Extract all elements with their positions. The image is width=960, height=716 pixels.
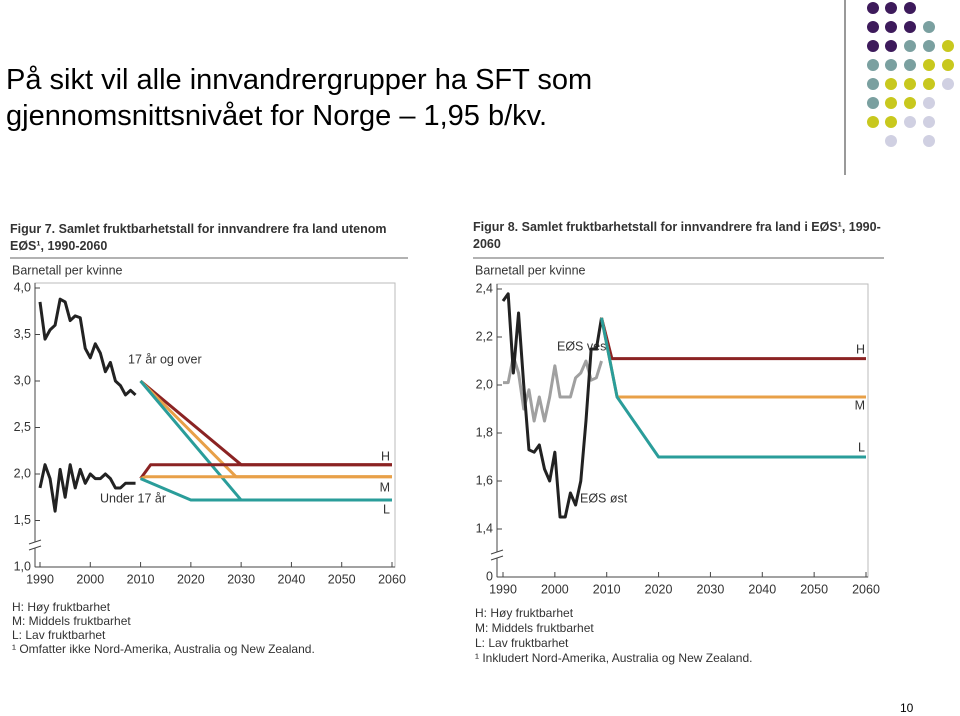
series-label: L: [383, 502, 390, 516]
x-tick-label: 2040: [278, 572, 306, 586]
series-label: Under 17 år: [100, 491, 166, 505]
series-label: M: [855, 398, 865, 412]
series-label: L: [858, 440, 865, 454]
series-line: [139, 463, 392, 480]
series-line: [600, 317, 866, 459]
series-line: [501, 292, 604, 519]
y-tick-label: 2,0: [14, 466, 31, 480]
decorative-dots: [844, 0, 954, 175]
axis-break-mark: [28, 539, 42, 545]
axis-break-mark: [490, 549, 504, 555]
page-number: 10: [900, 701, 914, 715]
y-tick-label: 2,2: [476, 329, 493, 343]
series-line: [139, 379, 392, 479]
series-label: EØS øst: [580, 491, 628, 505]
footnote: H: Høy fruktbarhet: [475, 606, 574, 620]
x-tick-label: 2060: [852, 582, 880, 596]
x-tick-label: 2030: [697, 582, 725, 596]
series-label: H: [381, 449, 390, 463]
y-tick-label: 2,5: [14, 420, 31, 434]
series-line: [139, 477, 392, 502]
axis-break-gap: [491, 552, 503, 558]
footnote: ¹ Inkludert Nord-Amerika, Australia og N…: [475, 651, 753, 665]
y-tick-label: 1,4: [476, 521, 493, 535]
y-break-label: 0: [486, 569, 493, 583]
series-label: M: [380, 480, 390, 494]
series-line: [600, 317, 866, 361]
series-label: 17 år og over: [128, 352, 202, 366]
axis-break-mark: [28, 545, 42, 551]
axis-break-mark: [490, 555, 504, 561]
footnote: H: Høy fruktbarhet: [12, 600, 111, 614]
x-tick-label: 1990: [26, 572, 54, 586]
y-tick-label: 4,0: [14, 280, 31, 294]
footnote: ¹ Omfatter ikke Nord-Amerika, Australia …: [12, 642, 315, 656]
x-tick-label: 2040: [748, 582, 776, 596]
figure-title: Figur 8. Samlet fruktbarhetstall for inn…: [473, 220, 881, 251]
x-tick-label: 2000: [541, 582, 569, 596]
figure-title: Figur 7. Samlet fruktbarhetstall for inn…: [10, 222, 387, 253]
series-line: [139, 380, 392, 502]
x-tick-label: 2010: [593, 582, 621, 596]
x-tick-label: 2050: [328, 572, 356, 586]
x-tick-label: 1990: [489, 582, 517, 596]
series-label: EØS vest: [557, 339, 610, 353]
x-tick-label: 2000: [76, 572, 104, 586]
footnote: L: Lav fruktbarhet: [475, 636, 569, 650]
x-tick-label: 2020: [177, 572, 205, 586]
series-line: [38, 297, 137, 397]
x-tick-label: 2020: [645, 582, 673, 596]
axis-break-gap: [29, 542, 41, 548]
y-tick-label: 2,0: [476, 377, 493, 391]
plot-frame: [34, 282, 396, 568]
slide-title: På sikt vil alle innvandrergrupper ha SF…: [6, 64, 593, 132]
y-tick-label: 1,6: [476, 473, 493, 487]
x-tick-label: 2010: [127, 572, 155, 586]
y-axis-label: Barnetall per kvinne: [12, 263, 123, 277]
series-line: [38, 463, 136, 513]
footnote: L: Lav fruktbarhet: [12, 628, 106, 642]
series-label: H: [856, 342, 865, 356]
x-tick-label: 2060: [378, 572, 406, 586]
y-tick-label: 3,0: [14, 373, 31, 387]
y-tick-label: 2,4: [476, 281, 493, 295]
series-line: [140, 475, 392, 481]
y-axis-label: Barnetall per kvinne: [475, 263, 586, 277]
y-tick-label: 1,0: [14, 559, 31, 573]
y-tick-label: 1,8: [476, 425, 493, 439]
series-line: [503, 354, 603, 423]
footnote: M: Middels fruktbarhet: [475, 621, 594, 635]
plot-frame: [496, 283, 869, 578]
y-tick-label: 1,5: [14, 513, 31, 527]
x-tick-label: 2030: [227, 572, 255, 586]
y-tick-label: 3,5: [14, 327, 31, 341]
series-line: [139, 379, 392, 467]
footnote: M: Middels fruktbarhet: [12, 614, 131, 628]
x-tick-label: 2050: [800, 582, 828, 596]
